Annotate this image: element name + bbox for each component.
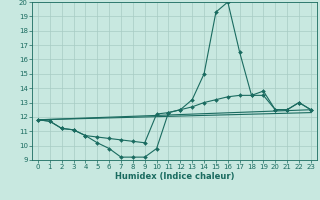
X-axis label: Humidex (Indice chaleur): Humidex (Indice chaleur) — [115, 172, 234, 181]
